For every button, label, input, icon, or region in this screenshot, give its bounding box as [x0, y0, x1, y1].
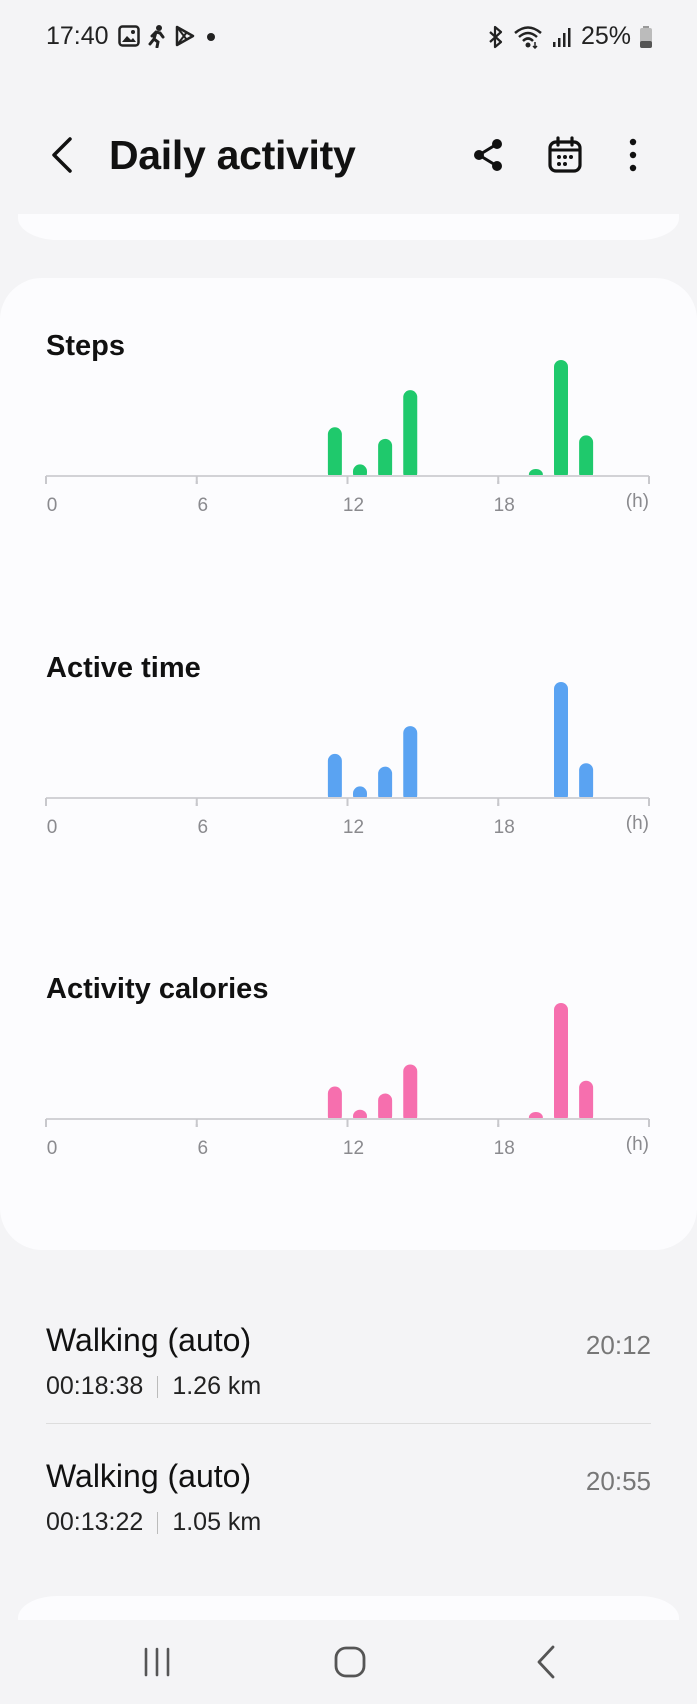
workout-duration: 00:13:22 [46, 1508, 144, 1536]
calendar-button[interactable] [540, 130, 590, 180]
running-icon [146, 24, 168, 48]
x-tick-label: 0 [47, 817, 58, 838]
app-bar: Daily activity [0, 120, 697, 190]
system-nav-bar [0, 1620, 697, 1704]
steps-chart-plot: 0 6 12 18 (h) [45, 360, 650, 516]
page-title: Daily activity [109, 132, 356, 178]
chart-bar [403, 1064, 418, 1123]
x-tick-label: 18 [494, 1138, 515, 1159]
x-tick-label: 6 [197, 817, 208, 838]
x-tick-label: 6 [197, 495, 208, 516]
chart-bar [327, 1086, 342, 1123]
home-button[interactable] [310, 1632, 390, 1692]
activity-calories-chart-plot: 0 6 12 18 (h) [45, 1003, 650, 1159]
chart-bar [554, 360, 568, 480]
chart-bar [403, 726, 418, 802]
share-icon [474, 139, 502, 171]
nav-back-button[interactable] [506, 1632, 586, 1692]
chevron-left-icon [52, 137, 72, 173]
status-bar: 17:40 25% [0, 0, 697, 76]
steps-chart-title: Steps [46, 330, 125, 362]
chart-bar [327, 753, 342, 802]
workout-duration: 00:18:38 [46, 1372, 144, 1400]
active-time-chart-plot: 0 6 12 18 (h) [45, 682, 650, 838]
home-icon [334, 1646, 366, 1678]
signal-icon [551, 26, 573, 48]
bluetooth-icon [487, 25, 505, 49]
chart-bar [579, 1080, 594, 1123]
x-tick-label: 12 [343, 1138, 364, 1159]
back-button[interactable] [40, 130, 84, 180]
workout-time: 20:55 [585, 1466, 651, 1496]
meta-separator [157, 1375, 159, 1398]
active-time-chart[interactable]: Active time 0 6 12 18 (h) [0, 600, 697, 900]
chart-bar [554, 682, 568, 802]
chart-bar [378, 766, 393, 802]
chart-bar [378, 1093, 393, 1123]
list-divider [46, 1423, 651, 1424]
activity-calories-chart[interactable]: Activity calories 0 6 12 18 (h) [0, 921, 697, 1221]
status-system-icons: 25% [487, 22, 653, 51]
share-button[interactable] [463, 130, 513, 180]
notification-dot-icon [202, 25, 220, 47]
chart-bar [403, 390, 418, 480]
calendar-icon [548, 136, 582, 173]
x-tick-label: 18 [494, 817, 515, 838]
x-axis-unit-label: (h) [626, 491, 649, 512]
more-options-icon [629, 138, 637, 172]
steps-chart[interactable]: Steps 0 6 12 18 (h) [0, 278, 697, 578]
battery-percent: 25% [580, 22, 631, 50]
workout-meta: 00:18:38 1.26 km [46, 1372, 261, 1401]
x-axis-unit-label: (h) [626, 1134, 649, 1155]
recent-apps-icon [144, 1647, 170, 1677]
recent-apps-button[interactable] [117, 1632, 197, 1692]
x-tick-label: 0 [47, 1138, 58, 1159]
previous-card-edge [18, 214, 679, 240]
x-tick-label: 12 [343, 495, 364, 516]
meta-separator [157, 1511, 159, 1534]
workout-distance: 1.05 km [172, 1508, 262, 1536]
x-tick-label: 12 [343, 817, 364, 838]
x-tick-label: 0 [47, 495, 58, 516]
play-store-icon [174, 25, 196, 47]
workout-name: Walking (auto) [46, 1458, 252, 1494]
workout-distance: 1.26 km [172, 1372, 262, 1400]
back-icon [537, 1645, 555, 1679]
active-time-chart-title: Active time [46, 652, 201, 684]
gallery-icon [118, 25, 140, 47]
next-card-edge [18, 1596, 679, 1620]
workout-item[interactable]: Walking (auto) 00:13:22 1.05 km 20:55 [46, 1458, 651, 1558]
status-notification-icons [118, 24, 220, 48]
chart-bar [554, 1003, 568, 1123]
chart-bar [327, 427, 342, 480]
chart-bar [579, 763, 594, 802]
workout-meta: 00:13:22 1.05 km [46, 1508, 261, 1537]
more-options-button[interactable] [608, 130, 658, 180]
workout-item[interactable]: Walking (auto) 00:18:38 1.26 km 20:12 [46, 1322, 651, 1422]
chart-bar [378, 438, 393, 480]
chart-bar [579, 435, 594, 480]
x-tick-label: 6 [197, 1138, 208, 1159]
workout-name: Walking (auto) [46, 1322, 252, 1358]
battery-icon [639, 25, 653, 49]
wifi-icon [513, 25, 543, 49]
status-time: 17:40 [46, 22, 109, 50]
workout-time: 20:12 [585, 1330, 651, 1360]
activity-calories-chart-title: Activity calories [46, 973, 269, 1005]
x-tick-label: 18 [494, 495, 515, 516]
activity-charts-card: Steps 0 6 12 18 (h) Active time 0 6 12 18 (h) Ac… [0, 278, 697, 1250]
x-axis-unit-label: (h) [626, 813, 649, 834]
